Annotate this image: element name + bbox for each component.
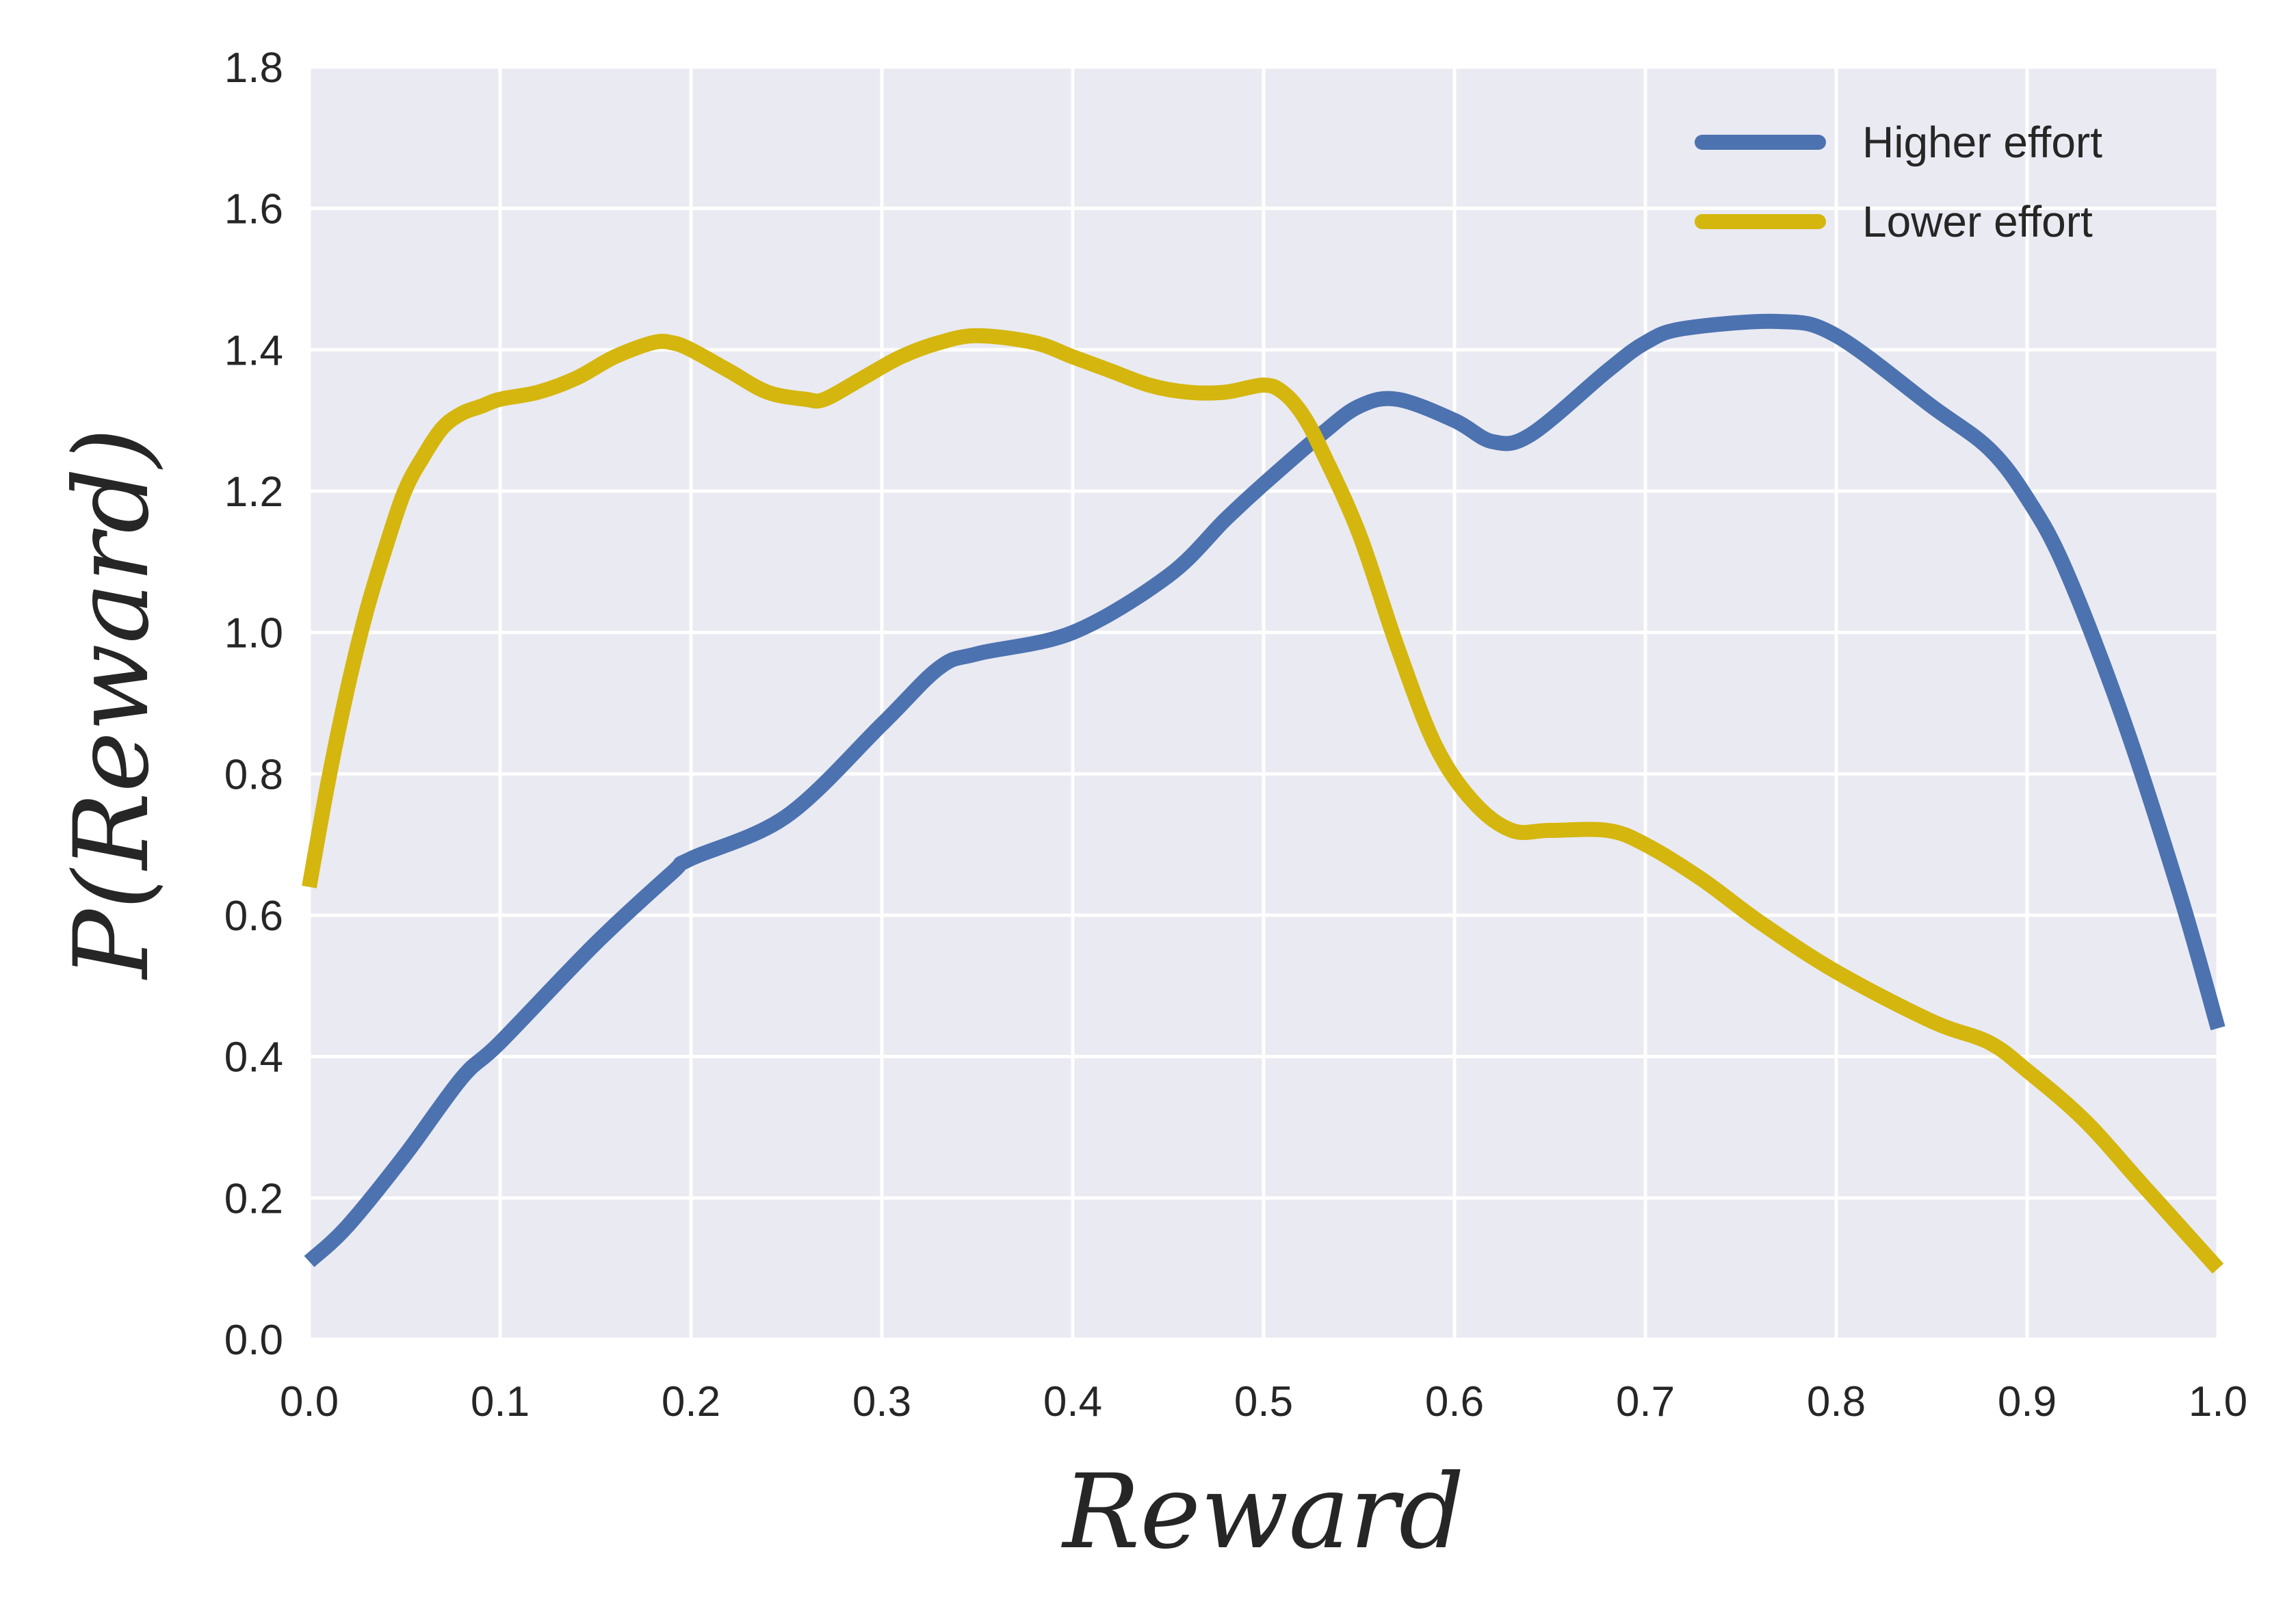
y-axis-ticks: 0.0 0.2 0.4 0.6 0.8 1.0 1.2 1.4 1.6 1.8 [224, 44, 283, 1364]
x-tick-label: 0.5 [1234, 1378, 1293, 1425]
y-tick-label: 0.6 [224, 893, 283, 940]
legend-label: Higher effort [1862, 118, 2102, 167]
y-tick-label: 1.2 [224, 469, 283, 516]
x-tick-label: 0.2 [662, 1378, 720, 1425]
x-tick-label: 0.1 [471, 1378, 530, 1425]
x-axis-label: Reward [1060, 1453, 1464, 1572]
x-tick-label: 0.4 [1043, 1378, 1102, 1425]
x-tick-label: 0.3 [852, 1378, 911, 1425]
x-tick-label: 1.0 [2189, 1378, 2247, 1425]
series-line-higher-effort [304, 313, 2226, 1267]
x-tick-label: 0.0 [280, 1378, 339, 1425]
legend-label: Lower effort [1862, 197, 2093, 246]
x-tick-label: 0.7 [1616, 1378, 1675, 1425]
x-tick-label: 0.6 [1425, 1378, 1484, 1425]
y-tick-label: 1.6 [224, 186, 283, 233]
y-tick-label: 0.4 [224, 1034, 283, 1081]
grid-lines [307, 65, 2220, 1341]
y-tick-label: 1.0 [224, 610, 283, 657]
series-lines [302, 313, 2226, 1274]
series-line-lower-effort [302, 328, 2224, 1274]
legend: Higher effort Lower effort [1695, 118, 2102, 246]
y-tick-label: 1.8 [224, 44, 283, 92]
x-tick-label: 0.8 [1807, 1378, 1866, 1425]
y-axis-label: P(Reward) [53, 428, 172, 980]
x-axis-ticks: 0.0 0.1 0.2 0.3 0.4 0.5 0.6 0.7 0.8 0.9 1.0 [280, 1378, 2247, 1425]
y-tick-label: 0.8 [224, 751, 283, 798]
y-tick-label: 1.4 [224, 327, 283, 374]
y-tick-label: 0.2 [224, 1175, 283, 1222]
x-tick-label: 0.9 [1998, 1378, 2057, 1425]
y-tick-label: 0.0 [224, 1317, 283, 1364]
